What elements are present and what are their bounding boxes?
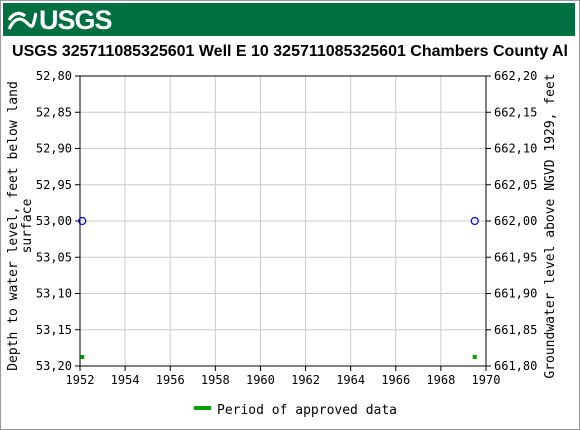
y-axis-label-left-line2: surface [20,198,35,253]
x-tick-label: 1970 [472,373,501,387]
y-left-tick-label: 53,20 [36,359,72,373]
y-axis-label-left-line1: Depth to water level, feet below land [6,81,21,371]
chart-title: USGS 325711085325601 Well E 10 325711085… [12,43,568,60]
approved-period-marker [472,355,477,359]
usgs-logo[interactable]: USGS [7,5,113,35]
y-left-tick-label: 52,85 [36,105,72,119]
usgs-logo-text: USGS [39,5,113,35]
x-tick-label: 1962 [291,373,320,387]
y-right-axis-ticks: 662,20 662,15 662,10 662,05 662,00 661,95 661,… [486,69,537,373]
y-right-tick-label: 662,00 [494,214,537,228]
x-tick-label: 1956 [156,373,185,387]
y-right-tick-label: 661,90 [494,287,537,301]
y-right-tick-label: 661,85 [494,323,537,337]
y-right-tick-label: 662,20 [494,69,537,83]
y-left-tick-label: 52,80 [36,69,72,83]
approved-period-marker [80,355,85,359]
grid-lines [80,76,486,366]
legend-swatch [194,406,211,410]
y-axis-label-right: Groundwater level above NGVD 1929, feet [543,73,558,378]
x-tick-label: 1960 [246,373,275,387]
x-tick-label: 1968 [426,373,455,387]
y-left-tick-label: 53,10 [36,287,72,301]
y-left-axis-ticks: 52,80 52,85 52,90 52,95 53,00 53,05 53,10 53,15… [36,69,80,373]
legend-label: Period of approved data [217,403,397,418]
y-left-tick-label: 52,90 [36,142,72,156]
legend: Period of approved data [194,403,397,418]
y-right-tick-label: 662,05 [494,178,537,192]
y-right-tick-label: 661,80 [494,359,537,373]
data-point [470,216,479,226]
y-right-tick-label: 661,95 [494,250,537,264]
x-tick-label: 1954 [111,373,140,387]
x-axis-ticks: 1952 1954 1956 1958 1960 1962 1964 1966 1968 1970 [66,366,501,387]
x-tick-label: 1964 [336,373,365,387]
x-tick-label: 1966 [381,373,410,387]
x-tick-label: 1958 [201,373,230,387]
y-left-tick-label: 53,00 [36,214,72,228]
usgs-wave-icon [7,7,37,33]
data-point [78,216,87,226]
usgs-banner: USGS [3,3,575,36]
y-left-tick-label: 52,95 [36,178,72,192]
y-left-tick-label: 53,05 [36,250,72,264]
y-left-tick-label: 53,15 [36,323,72,337]
y-right-tick-label: 662,15 [494,105,537,119]
y-right-tick-label: 662,10 [494,142,537,156]
data-marks [78,216,479,359]
x-tick-label: 1952 [66,373,95,387]
